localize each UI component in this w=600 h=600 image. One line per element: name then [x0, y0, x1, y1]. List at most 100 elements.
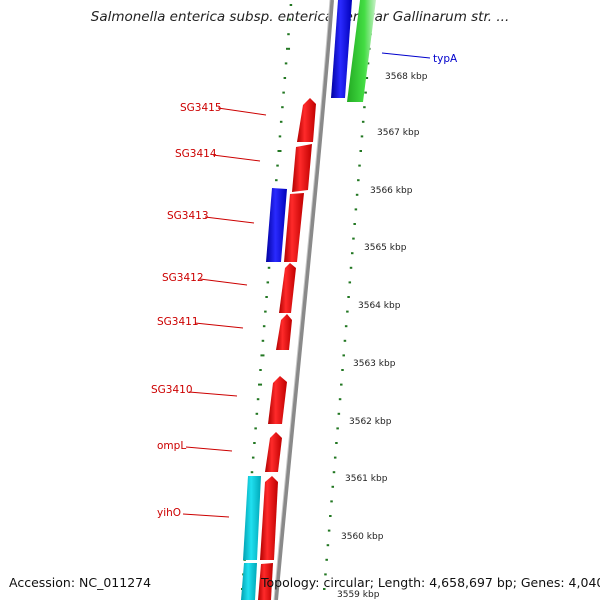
kbp-labels: 3568 kbp 3567 kbp 3566 kbp 3565 kbp 3564 kbp…	[337, 72, 428, 600]
gene-cyan-block-2[interactable]	[241, 563, 257, 600]
inner-tick	[335, 442, 338, 444]
inner-tick	[344, 325, 348, 328]
genome-backbone	[274, 0, 334, 600]
gene-cyan-block-1[interactable]	[243, 476, 261, 560]
inner-tick	[330, 500, 333, 503]
kbp-label: 3559 kbp	[337, 590, 380, 600]
gene-label-yihO[interactable]: yihO	[157, 507, 181, 519]
gene-leader-lines	[182, 52, 431, 518]
gene-label-SG3415[interactable]: SG3415	[180, 102, 222, 114]
inner-tick	[355, 193, 359, 196]
outer-tick	[284, 62, 288, 65]
kbp-label: 3567 kbp	[377, 128, 420, 138]
outer-tick	[289, 4, 293, 6]
outer-tick	[279, 120, 283, 123]
inner-tick	[327, 529, 331, 532]
gene-label-ompL[interactable]: ompL	[157, 440, 186, 452]
gene-features	[241, 0, 376, 600]
inner-tick	[329, 515, 332, 517]
inner-tick	[343, 339, 347, 342]
kbp-label: 3562 kbp	[349, 417, 392, 427]
gene-yihO-block[interactable]	[260, 476, 278, 560]
inner-tick	[331, 485, 335, 488]
outer-tick	[287, 33, 290, 36]
inner-tick	[341, 369, 344, 371]
gene-SG3412-block[interactable]	[279, 263, 296, 313]
gene-label-SG3410[interactable]: SG3410	[151, 384, 193, 396]
inner-tick	[359, 150, 362, 152]
outer-tick	[261, 339, 265, 342]
inner-tick	[336, 427, 339, 430]
inner-tick	[352, 237, 355, 240]
outer-tick	[278, 135, 282, 138]
inner-tick	[325, 558, 328, 561]
outer-tick	[266, 281, 270, 284]
inner-tick	[324, 573, 327, 576]
inner-tick	[338, 398, 342, 401]
gene-SG3410-block[interactable]	[268, 376, 287, 424]
gene-red-lower-block[interactable]	[258, 563, 273, 600]
leader-line-SG3415	[217, 107, 267, 116]
inner-tick	[333, 456, 337, 459]
outer-tick	[260, 354, 265, 357]
gene-label-SG3414[interactable]: SG3414	[175, 148, 217, 160]
gene-labels: SG3415 SG3414 SG3413 SG3412 SG3411 SG3410 ompL…	[151, 53, 458, 519]
kbp-label: 3568 kbp	[385, 72, 428, 82]
inner-tick	[349, 266, 353, 269]
outer-tick	[262, 325, 266, 328]
inner-tick	[323, 588, 326, 590]
topology-text: Topology: circular; Length: 4,658,697 bp…	[261, 575, 600, 590]
gene-SG3413-reverse-block[interactable]	[266, 188, 287, 262]
gene-SG3415-block[interactable]	[297, 98, 316, 142]
outer-tick	[256, 398, 260, 401]
leader-line-SG3414	[212, 154, 261, 162]
outer-tick	[259, 369, 262, 371]
inner-tick	[353, 223, 356, 225]
gene-label-typA[interactable]: typA	[433, 53, 458, 65]
leader-line-ompL	[185, 446, 233, 452]
leader-line-SG3410	[188, 391, 238, 397]
kbp-label: 3565 kbp	[364, 243, 407, 253]
inner-tick	[348, 281, 352, 284]
gene-label-SG3412[interactable]: SG3412	[162, 272, 204, 284]
inner-tick	[347, 296, 350, 298]
outer-tick	[253, 442, 256, 444]
outer-tick	[250, 471, 254, 474]
leader-line-SG3412	[199, 278, 248, 286]
outer-tick	[276, 164, 279, 167]
outer-tick	[282, 91, 285, 94]
inner-tick	[342, 354, 345, 357]
outer-tick	[258, 383, 263, 386]
inner-tick	[340, 383, 343, 386]
gene-label-SG3413[interactable]: SG3413	[167, 210, 209, 222]
gene-rrna-block[interactable]	[347, 0, 376, 102]
inner-tick	[360, 135, 364, 138]
gene-SG3411-block[interactable]	[276, 314, 292, 350]
gene-ompL-block[interactable]	[265, 432, 282, 472]
gene-SG3413-block[interactable]	[284, 193, 304, 262]
leader-line-SG3411	[194, 322, 244, 329]
gene-SG3414-block[interactable]	[292, 144, 312, 192]
inner-tick	[366, 62, 370, 65]
outer-tick	[254, 427, 257, 430]
outer-tick	[267, 266, 271, 269]
leader-line-typA	[381, 52, 431, 59]
inner-tick	[361, 120, 365, 123]
outer-tick	[275, 179, 278, 182]
inner-tick	[357, 179, 360, 182]
outer-tick	[288, 18, 291, 21]
gene-label-SG3411[interactable]: SG3411	[157, 316, 199, 328]
outer-tick	[251, 456, 255, 459]
gene-typA-block[interactable]	[331, 0, 352, 98]
outer-tick	[281, 106, 284, 109]
kbp-label: 3563 kbp	[353, 359, 396, 369]
outer-tick	[283, 77, 287, 79]
map-title: Salmonella enterica subsp. enterica sero…	[90, 9, 510, 25]
inner-tick	[363, 106, 366, 109]
outer-tick	[264, 310, 267, 313]
inner-tick	[337, 412, 341, 415]
leader-line-yihO	[182, 513, 230, 518]
outer-tick	[265, 296, 268, 298]
inner-tick	[332, 471, 336, 474]
